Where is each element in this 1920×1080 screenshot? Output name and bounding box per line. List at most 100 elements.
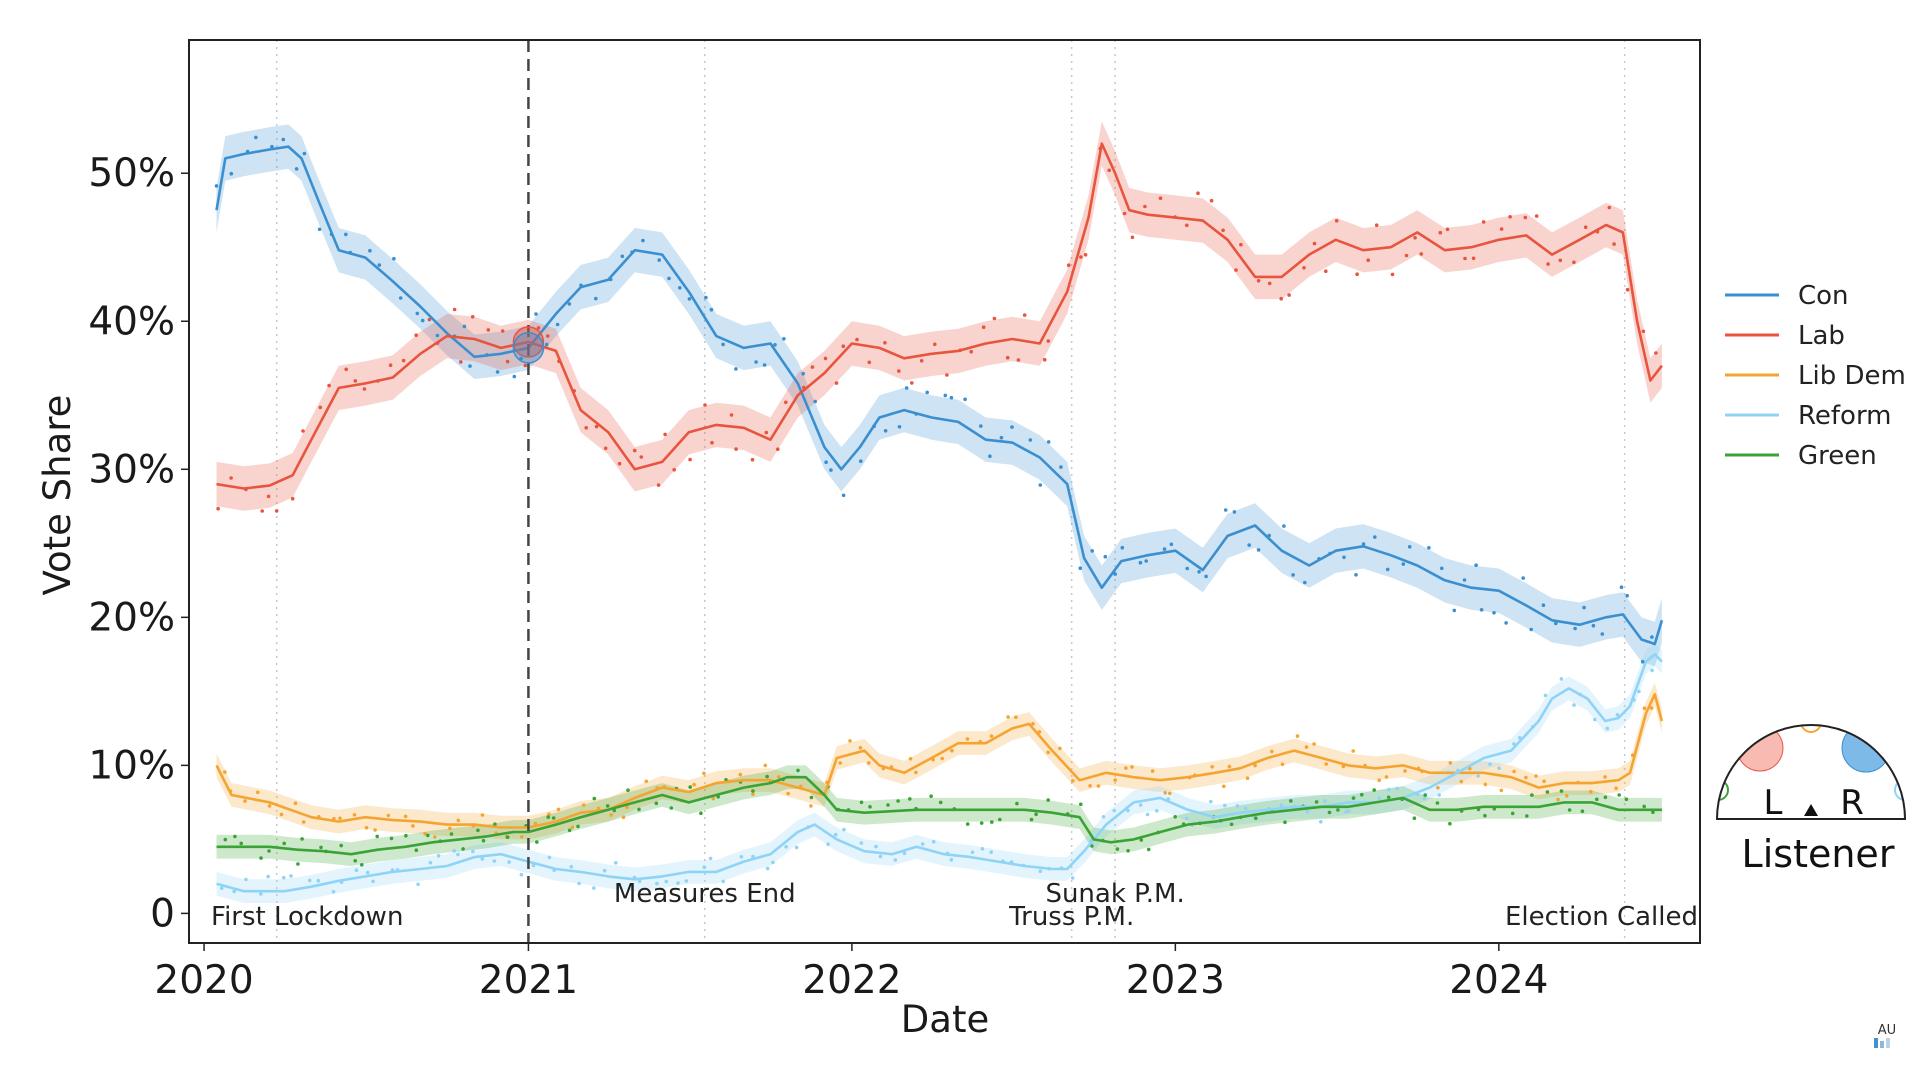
poll-dot [699,811,703,815]
poll-dot [1107,168,1111,173]
series-line-reform [216,653,1663,893]
poll-dot [254,135,258,140]
poll-dot [229,171,234,176]
series-line-lib-dem [215,693,1664,829]
poll-dot [950,748,954,753]
poll-dot [1115,847,1120,851]
poll-dot [414,848,419,852]
poll-dot [1185,223,1189,228]
poll-dot [1279,296,1283,301]
poll-dot [988,454,992,459]
poll-dot [833,832,838,837]
poll-dot [1404,253,1409,258]
poll-dot [1512,742,1516,746]
poll-dot [495,370,500,374]
poll-dot [841,493,846,498]
x-tick-label: 2023 [1126,958,1225,1003]
poll-dot [637,879,642,884]
poll-dot [842,827,846,832]
poll-dot [344,367,349,372]
poll-dot [897,425,902,429]
legend-label: Reform [1798,401,1892,431]
poll-dot [1083,253,1088,257]
poll-dot [938,800,943,805]
poll-dot [1572,703,1576,707]
band-con [216,124,1662,667]
poll-dot [931,839,936,844]
right-party-blob [1841,725,1891,773]
poll-dot [786,791,790,796]
poll-dot [1046,750,1050,755]
poll-dot [1223,803,1227,808]
poll-dot [1146,847,1151,852]
poll-dot [1120,545,1125,550]
poll-dot [555,322,560,327]
poll-dot [1390,272,1395,277]
poll-dot [657,258,661,262]
poll-dot [1595,797,1599,802]
poll-dot [214,184,219,188]
poll-dot [1642,804,1646,809]
poll-dot [1173,815,1177,819]
poll-dot [702,865,707,869]
poll-dot [1582,605,1586,610]
poll-dot [596,806,601,811]
poll-dot [1295,734,1300,738]
poll-dot [1058,746,1062,751]
poll-dot [794,845,799,850]
poll-dot [260,509,265,513]
poll-dot [970,850,975,855]
poll-dot [1499,788,1504,793]
poll-dot [963,397,967,402]
poll-dot [270,144,274,149]
poll-dot [1625,287,1630,292]
poll-dot [644,779,649,784]
poll-dot [1158,196,1163,200]
poll-dot [317,227,322,232]
poll-dot [1210,765,1214,769]
legend-label: Green [1798,441,1877,471]
series-line-green [216,775,1662,856]
poll-dot [1227,764,1232,769]
poll-dot [1541,603,1546,607]
poll-dot [809,804,813,808]
poll-dot [945,373,949,377]
poll-dot [969,349,973,354]
poll-dot [1304,745,1309,749]
poll-dot [1314,800,1319,804]
poll-dot [1155,809,1159,813]
poll-dot [1483,813,1487,818]
poll-dot [904,386,909,390]
poll-dot [386,813,391,818]
poll-dot [784,400,788,405]
poll-dot [754,360,758,364]
poll-dot [738,772,743,777]
poll-dot [1373,535,1377,539]
poll-dot [567,828,572,833]
poll-dot [883,341,887,345]
poll-dot [1031,722,1035,726]
poll-dot [867,360,872,365]
poll-dot [1112,808,1117,813]
poll-dot [1059,465,1063,469]
poll-dot [1351,796,1356,800]
poll-dot [353,379,358,383]
poll-dot [989,734,994,738]
poll-dot [492,859,497,863]
poll-dot [1556,797,1560,802]
poll-dot [1005,355,1010,360]
poll-dot [1247,543,1251,547]
event-label: Truss P.M. [1008,902,1134,932]
poll-dot [925,390,929,395]
poll-dot [1010,425,1014,429]
poll-dot [244,877,248,882]
event-label: Election Called [1505,902,1698,932]
poll-dot [859,841,864,845]
poll-dot [910,381,914,385]
poll-dot [594,424,599,429]
poll-dot [688,785,692,789]
poll-dot [626,788,630,792]
poll-dot [229,476,233,480]
legend: Con Lab Lib Dem Reform Green [1725,281,1906,471]
poll-dot [1361,542,1366,546]
